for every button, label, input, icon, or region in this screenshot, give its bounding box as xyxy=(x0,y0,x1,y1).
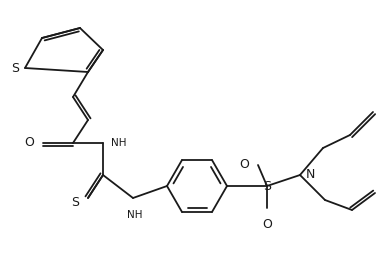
Text: NH: NH xyxy=(127,210,143,220)
Text: S: S xyxy=(71,196,79,209)
Text: S: S xyxy=(11,62,19,74)
Text: S: S xyxy=(263,180,271,192)
Text: O: O xyxy=(239,158,249,172)
Text: N: N xyxy=(306,168,316,182)
Text: NH: NH xyxy=(111,138,126,148)
Text: O: O xyxy=(262,218,272,231)
Text: O: O xyxy=(24,136,34,149)
